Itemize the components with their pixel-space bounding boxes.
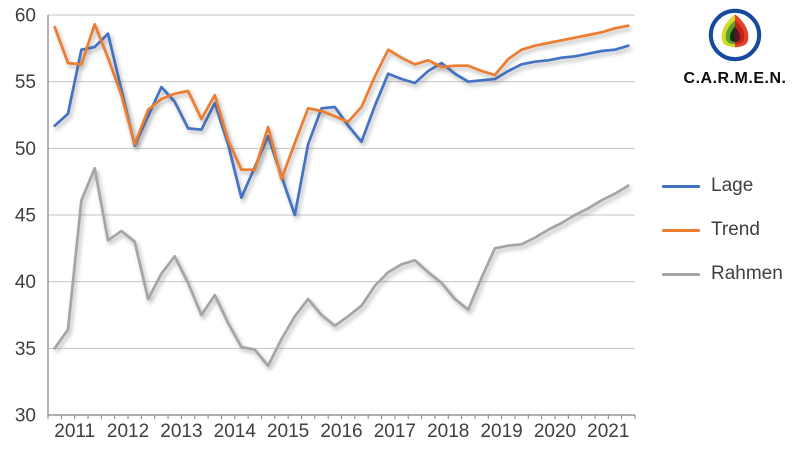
logo-flame-right bbox=[735, 14, 749, 48]
x-tick-label: 2013 bbox=[160, 421, 202, 442]
legend-swatch-trend bbox=[662, 228, 700, 232]
y-tick-label: 35 bbox=[15, 339, 36, 360]
x-tick-label: 2016 bbox=[320, 421, 362, 442]
y-tick-label: 50 bbox=[15, 139, 36, 160]
y-tick-label: 40 bbox=[15, 272, 36, 293]
y-tick-label: 30 bbox=[15, 406, 36, 427]
legend-item-rahmen: Rahmen bbox=[662, 261, 783, 287]
chart-legend: Lage Trend Rahmen bbox=[662, 173, 783, 305]
x-tick-label: 2018 bbox=[427, 421, 469, 442]
carmen-logo-icon bbox=[708, 8, 762, 62]
y-tick-label: 45 bbox=[15, 206, 36, 227]
x-tick-label: 2017 bbox=[374, 421, 416, 442]
x-tick-label: 2012 bbox=[107, 421, 149, 442]
legend-swatch-lage bbox=[662, 184, 700, 188]
series-line-rahmen bbox=[53, 166, 630, 368]
x-tick-label: 2020 bbox=[534, 421, 576, 442]
x-tick-label: 2015 bbox=[267, 421, 309, 442]
legend-label-trend: Trend bbox=[711, 219, 760, 240]
x-tick-label: 2019 bbox=[480, 421, 522, 442]
line-chart: 30 35 40 45 50 55 60 2011 2012 2013 2014 2015 2016 20… bbox=[15, 6, 636, 442]
x-tick-label: 2014 bbox=[214, 421, 257, 442]
legend-label-lage: Lage bbox=[711, 175, 754, 196]
y-tick-label: 60 bbox=[15, 6, 36, 27]
x-tick-label: 2021 bbox=[587, 421, 629, 442]
x-tick-label: 2011 bbox=[54, 421, 95, 442]
legend-item-trend: Trend bbox=[662, 217, 783, 243]
series-line-lage bbox=[53, 32, 630, 217]
legend-label-rahmen: Rahmen bbox=[711, 263, 783, 284]
series-line-trend bbox=[53, 22, 630, 181]
logo-wordmark: C.A.R.M.E.N. bbox=[683, 70, 787, 87]
carmen-logo: C.A.R.M.E.N. bbox=[676, 6, 794, 88]
y-tick-label: 55 bbox=[15, 72, 36, 93]
legend-item-lage: Lage bbox=[662, 173, 783, 199]
logo-flame-left bbox=[721, 14, 735, 48]
legend-swatch-rahmen bbox=[662, 272, 700, 276]
